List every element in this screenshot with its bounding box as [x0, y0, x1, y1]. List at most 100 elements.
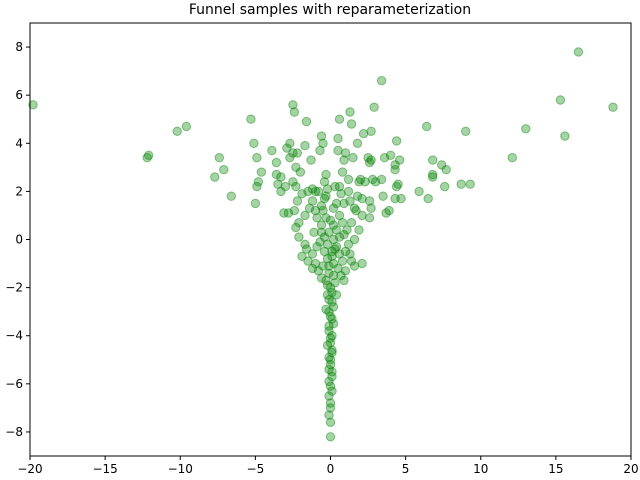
scatter-point [340, 246, 351, 257]
scatter-point [316, 201, 327, 211]
scatter-point [324, 410, 334, 420]
scatter-point [321, 191, 331, 201]
scatter-point [276, 186, 286, 197]
scatter-point [319, 177, 330, 187]
scatter-point [345, 196, 355, 206]
scatter-point [456, 179, 466, 189]
scatter-point [322, 280, 333, 290]
scatter-point [507, 153, 517, 163]
scatter-point [276, 172, 286, 182]
scatter-point [358, 129, 369, 139]
scatter-point [327, 347, 337, 358]
scatter-point [337, 256, 348, 266]
scatter-point [303, 186, 313, 197]
scatter-point [172, 126, 182, 137]
scatter-point [521, 124, 531, 134]
scatter-point [327, 314, 337, 324]
scatter-point [319, 246, 330, 257]
scatter-point [328, 270, 339, 281]
scatter-point [357, 258, 367, 269]
scatter-point [331, 290, 342, 300]
scatter-point [181, 121, 192, 132]
scatter-point [390, 193, 400, 204]
scatter-point [328, 234, 339, 245]
scatter-point [322, 290, 333, 300]
y-tick-label: 2 [15, 184, 23, 198]
scatter-point [300, 141, 310, 151]
y-tick-label: −8 [5, 425, 23, 439]
scatter-point [428, 155, 438, 165]
scatter-point [285, 138, 295, 149]
scatter-point [295, 167, 306, 177]
scatter-point [337, 167, 348, 177]
scatter-point [324, 326, 334, 336]
scatter-point [321, 275, 331, 286]
scatter-point [325, 381, 336, 391]
y-tick-label: −4 [5, 329, 23, 343]
scatter-point [324, 352, 334, 363]
scatter-point [210, 172, 220, 182]
scatter-point [381, 208, 391, 218]
scatter-point [330, 181, 340, 192]
y-tick-label: −6 [5, 377, 23, 391]
scatter-point [319, 232, 330, 242]
scatter-point [367, 174, 378, 185]
scatter-point [364, 196, 375, 206]
scatter-point [307, 263, 318, 274]
scatter-point [316, 131, 327, 141]
scatter-point [301, 244, 312, 254]
x-tick-label: −15 [92, 462, 117, 476]
scatter-point [285, 153, 295, 163]
scatter-point [252, 153, 262, 163]
scatter-point [318, 205, 328, 216]
scatter-point [226, 191, 237, 201]
x-tick-label: 0 [327, 462, 335, 476]
scatter-point [310, 258, 321, 269]
scatter-point [321, 169, 331, 180]
scatter-point [325, 398, 336, 408]
scatter-point [331, 225, 342, 235]
scatter-point [304, 203, 315, 213]
scatter-point [142, 153, 152, 163]
scatter-point [325, 333, 336, 343]
scatter-point [354, 177, 364, 187]
scatter-point [324, 364, 334, 375]
y-tick-label: 6 [15, 88, 23, 102]
scatter-point [336, 270, 346, 281]
y-tick-label: 0 [15, 233, 23, 247]
chart-title: Funnel samples with reparameterization [189, 2, 471, 18]
y-tick-label: 4 [15, 136, 23, 150]
x-axis: −20 −15 −10 −5 0 5 10 15 20 [17, 456, 639, 476]
scatter-point [307, 184, 318, 194]
scatter-point [331, 198, 342, 209]
scatter-point [291, 181, 301, 192]
scatter-point [394, 155, 405, 165]
scatter-point [325, 338, 336, 348]
scatter-point [340, 266, 351, 276]
scatter-point [312, 242, 322, 252]
scatter-point [324, 227, 334, 238]
scatter-point [318, 261, 328, 271]
scatter-point [325, 215, 336, 226]
scatter-point [339, 230, 349, 240]
scatter-point [339, 155, 349, 165]
scatter-point [360, 177, 370, 187]
scatter-point [289, 205, 300, 216]
scatter-point [340, 148, 351, 158]
scatter-point [349, 203, 360, 213]
scatter-point [309, 227, 319, 238]
scatter-point [364, 213, 375, 223]
scatter-point [560, 131, 570, 141]
scatter-point [376, 174, 387, 185]
scatter-point [327, 297, 337, 307]
scatter-point [333, 263, 343, 274]
scatter-point [345, 249, 355, 259]
scatter-point [437, 160, 447, 170]
scatter-point [334, 232, 345, 242]
scatter-point [366, 126, 376, 137]
scatter-point [336, 189, 346, 199]
scatter-point [294, 232, 304, 242]
scatter-point [325, 355, 336, 365]
scatter-point [378, 191, 388, 201]
scatter-point [288, 100, 298, 110]
